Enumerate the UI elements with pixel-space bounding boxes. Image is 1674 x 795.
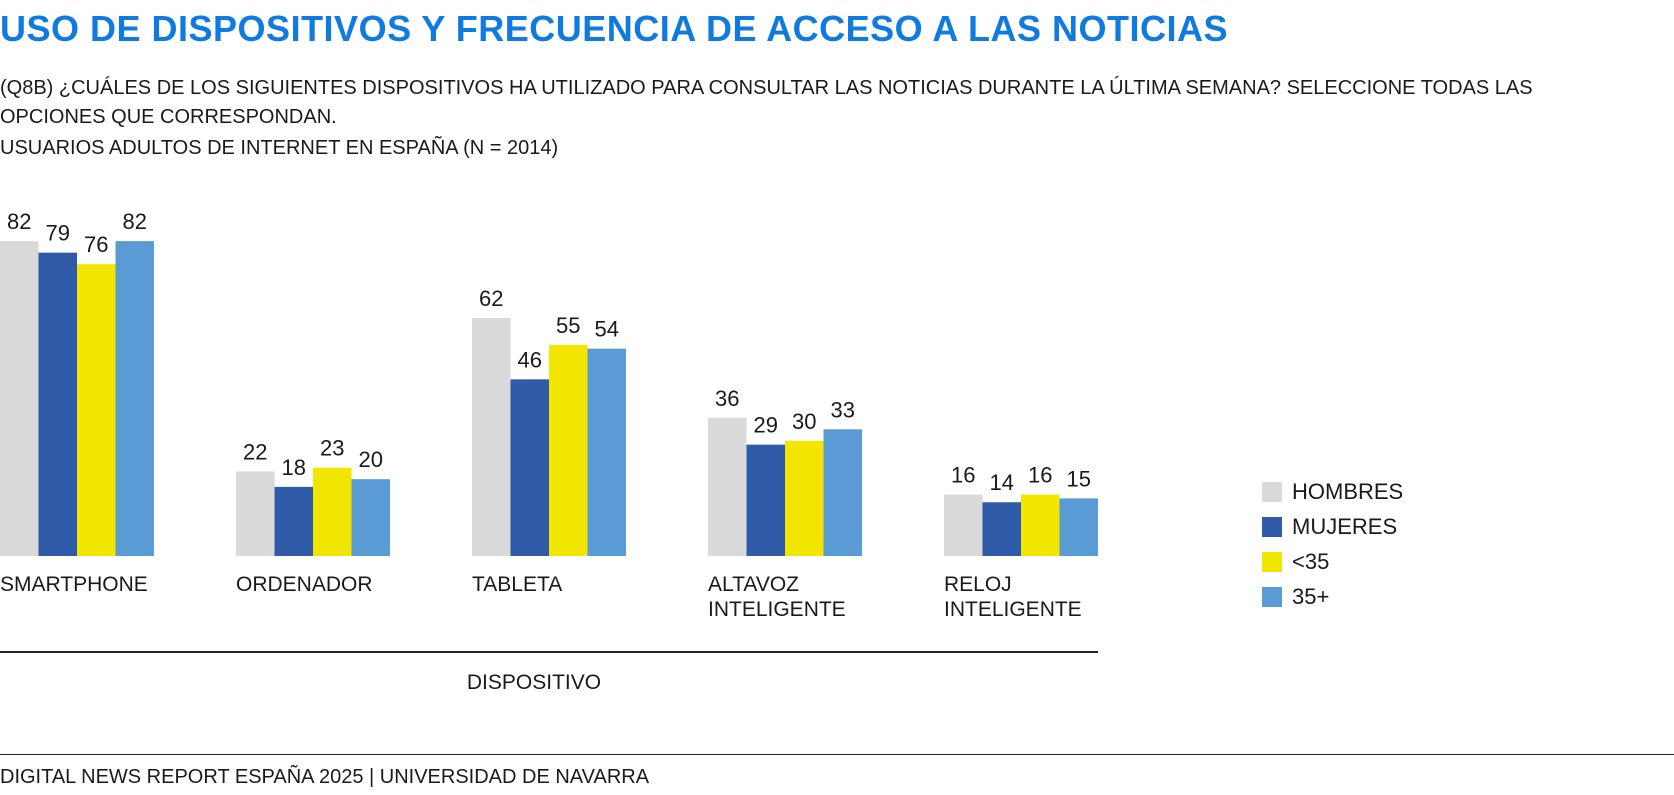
x-axis-label: DISPOSITIVO	[467, 671, 601, 694]
category-label: RELOJ	[944, 573, 1012, 596]
data-label: 23	[320, 436, 344, 461]
legend-label: HOMBRES	[1292, 478, 1404, 504]
data-label: 14	[990, 470, 1014, 495]
bar	[472, 317, 511, 556]
legend-item: <35	[1262, 544, 1403, 579]
legend-label: 35+	[1292, 583, 1330, 609]
category-label: ALTAVOZ	[708, 573, 799, 596]
data-label: 16	[951, 463, 975, 488]
legend-label: MUJERES	[1292, 513, 1398, 539]
category-label: SMARTPHONE	[0, 573, 148, 596]
footer-divider	[0, 754, 1674, 755]
bar	[549, 344, 588, 556]
bar	[0, 241, 39, 556]
data-label: 54	[595, 317, 619, 342]
bar	[746, 444, 785, 556]
bar	[982, 502, 1021, 556]
data-label: 62	[479, 286, 503, 311]
footer-source: DIGITAL NEWS REPORT ESPAÑA 2025 | UNIVER…	[0, 766, 650, 788]
bar-chart: 82 79 76 82 SMARTPHONE 22 18 23 20 ORDENADOR 62 46 5…	[0, 209, 1098, 694]
data-label: 18	[282, 455, 306, 480]
chart-legend: HOMBRES MUJERES <35 35+	[1262, 474, 1403, 614]
legend-swatch	[1262, 516, 1282, 537]
data-label: 36	[715, 386, 739, 411]
bar	[1021, 494, 1060, 556]
chart-title: USO DE DISPOSITIVOS Y FRECUENCIA DE ACCE…	[0, 8, 1228, 49]
bar	[77, 264, 116, 556]
data-label: 82	[7, 209, 31, 234]
bar	[823, 429, 862, 556]
chart-question: (Q8B) ¿CUÁLES DE LOS SIGUIENTES DISPOSIT…	[0, 77, 1533, 128]
bar	[236, 471, 275, 556]
data-label: 15	[1067, 466, 1091, 491]
data-label: 30	[792, 409, 816, 434]
bar	[38, 252, 77, 556]
bar	[708, 417, 747, 556]
data-label: 46	[518, 347, 542, 372]
chart-sample-note: USUARIOS ADULTOS DE INTERNET EN ESPAÑA (…	[0, 137, 559, 159]
data-label: 22	[243, 440, 267, 465]
data-label: 79	[46, 221, 70, 246]
bar	[510, 379, 549, 556]
bar	[274, 486, 313, 556]
legend-swatch	[1262, 481, 1282, 502]
category-label: INTELIGENTE	[944, 598, 1082, 621]
legend-label: <35	[1292, 548, 1330, 574]
legend-swatch	[1262, 551, 1282, 572]
category-label: INTELIGENTE	[708, 598, 846, 621]
data-label: 55	[556, 313, 580, 338]
data-label: 82	[123, 209, 147, 234]
category-label: ORDENADOR	[236, 573, 373, 596]
data-label: 16	[1028, 463, 1052, 488]
bar	[785, 440, 824, 556]
bar	[1059, 498, 1098, 556]
data-label: 33	[831, 397, 855, 422]
category-label: TABLETA	[472, 573, 562, 596]
data-label: 29	[754, 413, 778, 438]
bar	[587, 348, 626, 556]
bar	[351, 479, 390, 556]
bar	[944, 494, 983, 556]
legend-item: MUJERES	[1262, 509, 1403, 544]
legend-item: 35+	[1262, 579, 1403, 614]
data-label: 20	[359, 447, 383, 472]
data-label: 76	[84, 232, 108, 257]
bar	[115, 241, 154, 556]
bar	[313, 467, 352, 556]
legend-item: HOMBRES	[1262, 474, 1403, 509]
legend-swatch	[1262, 586, 1282, 607]
